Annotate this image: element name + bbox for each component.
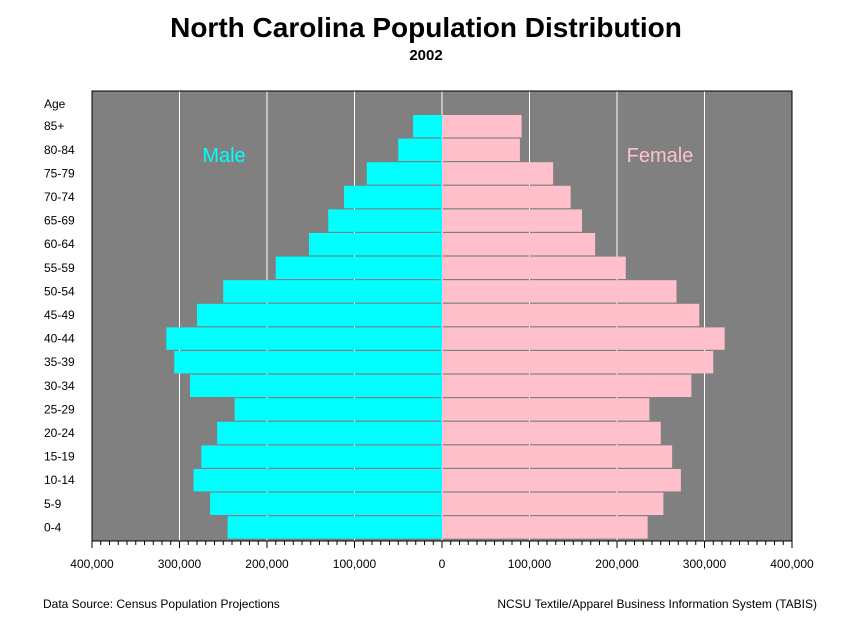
male-bar-20-24 xyxy=(217,421,442,445)
female-bar-85+ xyxy=(442,115,522,138)
female-bar-0-4 xyxy=(442,516,648,539)
age-tick-label: 45-49 xyxy=(44,308,75,322)
x-tick-label: 400,000 xyxy=(70,557,114,571)
male-bar-15-19 xyxy=(201,445,442,468)
female-bar-55-59 xyxy=(442,256,626,279)
male-bar-75-79 xyxy=(366,162,442,185)
female-bar-25-29 xyxy=(442,398,650,421)
female-bar-45-49 xyxy=(442,303,700,327)
male-bar-85+ xyxy=(413,115,442,138)
age-tick-label: 0-4 xyxy=(44,520,62,534)
male-bar-25-29 xyxy=(234,398,442,421)
male-bar-40-44 xyxy=(166,327,442,350)
age-tick-label: 85+ xyxy=(44,119,64,133)
x-tick-label: 300,000 xyxy=(158,557,202,571)
female-bar-60-64 xyxy=(442,233,596,256)
series-label-female: Female xyxy=(627,145,694,167)
female-bar-15-19 xyxy=(442,445,673,468)
male-bar-65-69 xyxy=(328,209,442,232)
female-bar-10-14 xyxy=(442,469,681,492)
x-tick-label: 0 xyxy=(439,557,446,571)
x-tick-label: 400,000 xyxy=(770,557,814,571)
age-tick-label: 10-14 xyxy=(44,473,75,487)
age-tick-label: 55-59 xyxy=(44,261,75,275)
female-bar-50-54 xyxy=(442,280,677,303)
age-tick-label: 65-69 xyxy=(44,214,75,228)
male-bar-45-49 xyxy=(197,303,442,327)
age-tick-label: 40-44 xyxy=(44,332,75,346)
chart-title: North Carolina Population Distribution xyxy=(170,12,682,43)
x-tick-label: 200,000 xyxy=(245,557,289,571)
female-bar-40-44 xyxy=(442,327,725,350)
female-bar-35-39 xyxy=(442,351,714,374)
age-tick-label: 80-84 xyxy=(44,143,75,157)
age-tick-label: 20-24 xyxy=(44,426,75,440)
x-tick-label: 300,000 xyxy=(683,557,727,571)
series-label-male: Male xyxy=(202,145,245,167)
x-tick-label: 100,000 xyxy=(508,557,552,571)
female-bar-75-79 xyxy=(442,162,554,185)
male-bar-0-4 xyxy=(227,516,442,539)
male-bar-60-64 xyxy=(309,233,442,256)
age-tick-label: 60-64 xyxy=(44,237,75,251)
age-tick-label: 30-34 xyxy=(44,379,75,393)
female-bar-5-9 xyxy=(442,492,664,515)
chart-subtitle: 2002 xyxy=(409,47,443,64)
age-tick-label: 25-29 xyxy=(44,402,75,416)
age-tick-label: 35-39 xyxy=(44,355,75,369)
age-tick-label: 5-9 xyxy=(44,497,62,511)
female-bar-80-84 xyxy=(442,138,520,161)
female-bar-30-34 xyxy=(442,374,692,397)
male-bar-50-54 xyxy=(223,280,442,303)
age-tick-label: 15-19 xyxy=(44,450,75,464)
male-bar-55-59 xyxy=(275,256,442,279)
data-source-note: Data Source: Census Population Projectio… xyxy=(43,597,280,611)
female-bar-65-69 xyxy=(442,209,582,232)
credit-note: NCSU Textile/Apparel Business Informatio… xyxy=(497,597,817,611)
age-tick-label: 70-74 xyxy=(44,190,75,204)
x-tick-label: 100,000 xyxy=(333,557,377,571)
female-bar-70-74 xyxy=(442,185,571,209)
age-tick-label: 50-54 xyxy=(44,284,75,298)
age-tick-label: 75-79 xyxy=(44,166,75,180)
male-bar-30-34 xyxy=(190,374,442,397)
y-axis-label: Age xyxy=(44,97,66,111)
male-bar-5-9 xyxy=(210,492,442,515)
x-tick-label: 200,000 xyxy=(595,557,639,571)
female-bar-20-24 xyxy=(442,421,661,445)
male-bar-70-74 xyxy=(344,185,442,209)
male-bar-80-84 xyxy=(398,138,442,161)
male-bar-35-39 xyxy=(174,351,442,374)
male-bar-10-14 xyxy=(193,469,442,492)
